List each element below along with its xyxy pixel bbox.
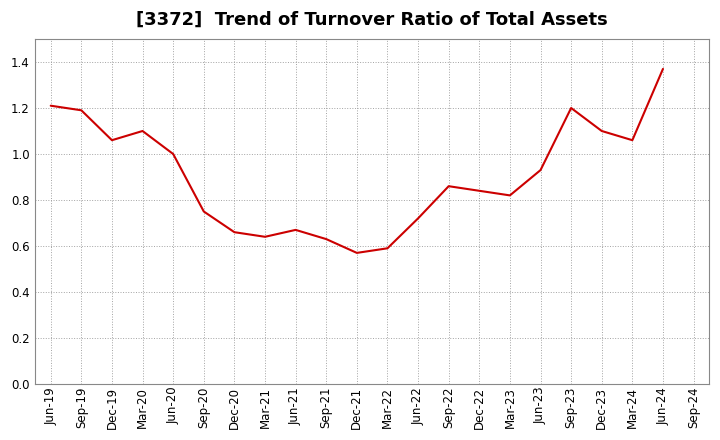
Title: [3372]  Trend of Turnover Ratio of Total Assets: [3372] Trend of Turnover Ratio of Total …: [136, 11, 608, 29]
